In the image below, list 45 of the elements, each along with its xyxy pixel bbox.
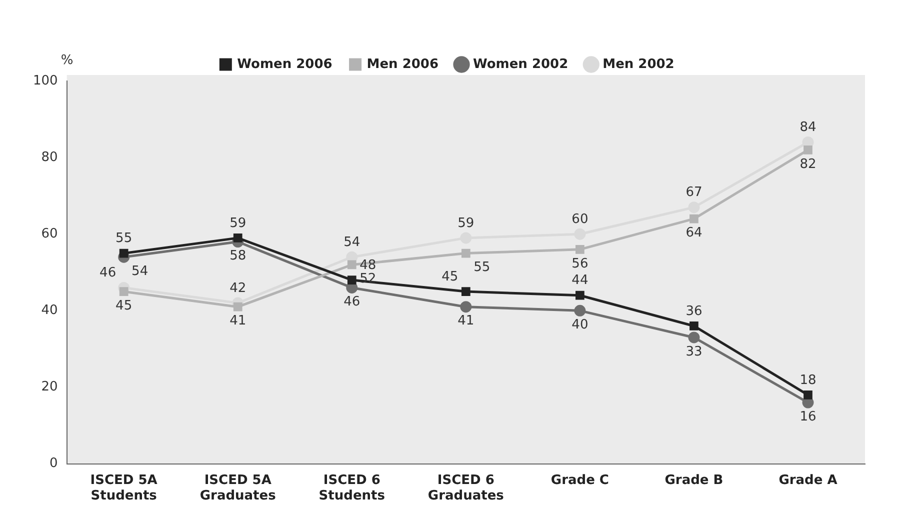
y-axis-title: %: [60, 52, 74, 68]
data-label: 64: [686, 226, 702, 241]
data-label: 82: [800, 156, 816, 172]
data-label: 40: [572, 318, 588, 333]
y-tick-label: 60: [41, 226, 58, 242]
data-label: 58: [230, 248, 246, 264]
data-label: 45: [116, 298, 132, 314]
data-label: 36: [686, 304, 702, 319]
x-tick-label: ISCED 5A Graduates: [200, 472, 276, 504]
data-label: 41: [458, 314, 474, 329]
data-label: 48: [360, 258, 376, 273]
legend-label: Men 2006: [366, 56, 439, 72]
y-tick-label: 100: [32, 73, 58, 88]
x-tick-label: ISCED 6 Students: [318, 472, 386, 504]
x-tick-label: Grade C: [550, 472, 609, 488]
data-label: 42: [230, 280, 246, 296]
data-label: 55: [474, 260, 490, 276]
legend-label: Men 2002: [602, 56, 674, 72]
x-tick-label: Grade A: [778, 472, 838, 488]
data-label: 46: [344, 294, 360, 310]
data-label: 60: [572, 212, 588, 227]
data-label: 33: [686, 344, 702, 360]
data-label: 46: [100, 266, 116, 281]
data-label: 44: [572, 273, 588, 288]
data-label: 16: [800, 409, 816, 424]
data-label: 45: [442, 269, 458, 284]
x-tick-label: ISCED 5A Students: [90, 472, 158, 504]
x-tick-label: ISCED 6 Graduates: [428, 472, 504, 504]
x-tick-label: Grade B: [664, 472, 724, 488]
legend-label: Women 2002: [473, 56, 568, 72]
data-label: 84: [800, 120, 816, 136]
data-label: 56: [572, 256, 588, 272]
y-tick-label: 20: [41, 380, 58, 395]
y-tick-label: 40: [41, 303, 58, 318]
y-tick-label: 80: [41, 150, 58, 165]
data-label: 18: [800, 372, 816, 388]
data-label: 41: [230, 314, 246, 329]
y-tick-label: 0: [50, 456, 58, 472]
data-label: 59: [230, 216, 246, 231]
data-label: 54: [132, 264, 148, 279]
data-label: 67: [686, 185, 702, 200]
data-label: 59: [458, 216, 474, 231]
data-label: 54: [344, 234, 360, 250]
legend-label: Women 2006: [237, 56, 332, 72]
data-label: 55: [116, 231, 132, 246]
